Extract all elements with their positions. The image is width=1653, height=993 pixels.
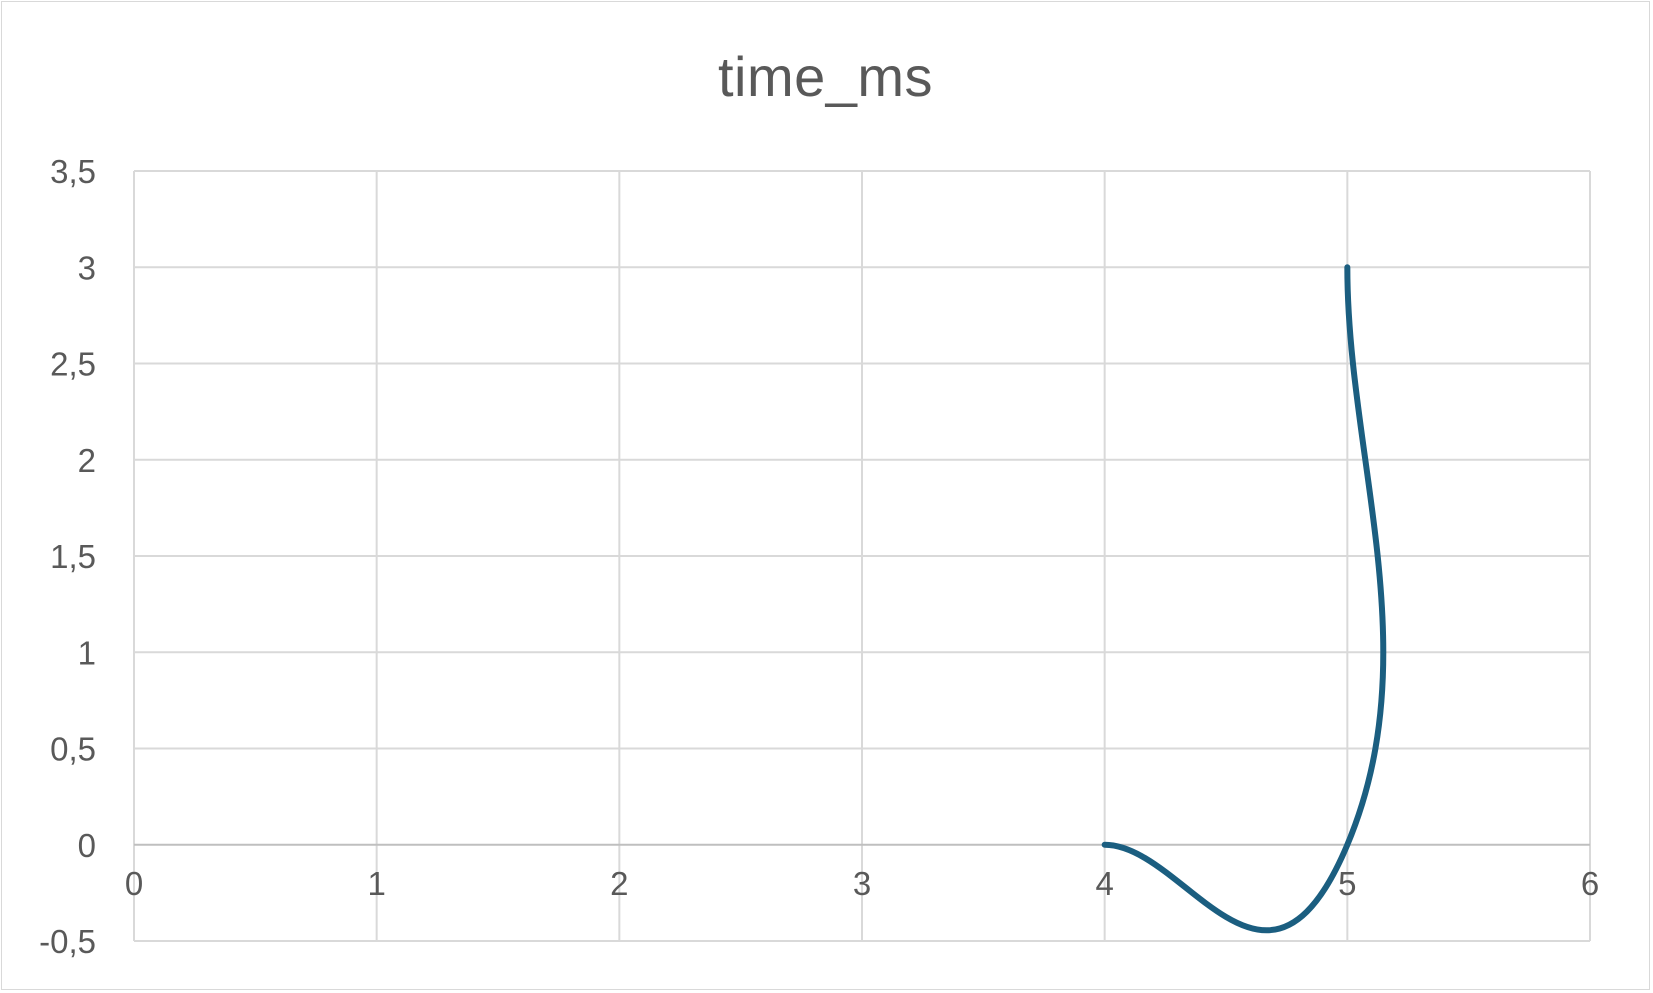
x-tick-label: 4 [1095,865,1113,902]
y-tick-label: 3,5 [50,153,96,190]
y-tick-label: 2 [78,442,96,479]
y-tick-label: 0 [78,827,96,864]
y-tick-label: -0,5 [39,923,96,960]
chart-title: time_ms [717,45,934,108]
x-tick-label: 5 [1338,865,1356,902]
x-tick-label: 1 [367,865,385,902]
x-tick-label: 2 [610,865,628,902]
y-tick-label: 1,5 [50,538,96,575]
y-tick-label: 0,5 [50,731,96,768]
x-tick-label: 3 [853,865,871,902]
y-tick-label: 1 [78,634,96,671]
y-tick-label: 3 [78,249,96,286]
x-tick-label: 0 [125,865,143,902]
x-tick-label: 6 [1581,865,1599,902]
series-line [1101,264,1387,934]
y-tick-label: 2,5 [50,346,96,383]
